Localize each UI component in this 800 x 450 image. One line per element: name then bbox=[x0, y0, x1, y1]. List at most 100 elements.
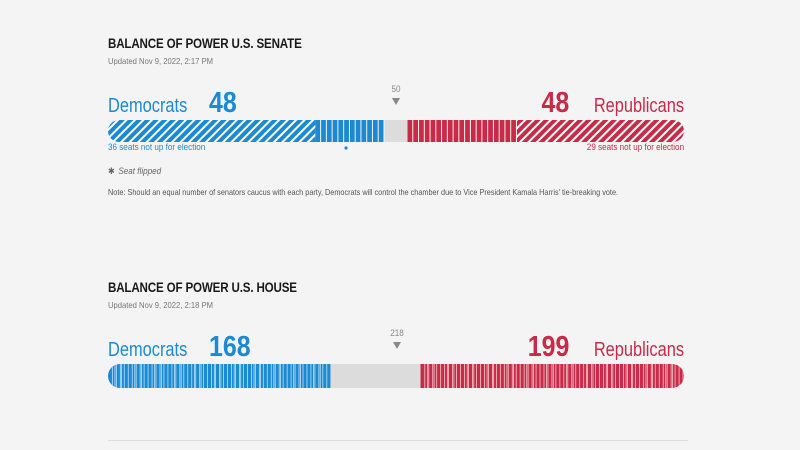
house-rep-divider bbox=[546, 364, 547, 388]
house-dem-divider bbox=[199, 364, 201, 388]
senate-rep-seat bbox=[482, 120, 488, 142]
house-rep-divider bbox=[523, 364, 525, 388]
senate-rep-label: Republicans bbox=[593, 95, 684, 117]
senate-rep-not-up-segment bbox=[516, 120, 684, 142]
house-rep-divider bbox=[476, 364, 477, 388]
house-rep-divider bbox=[433, 364, 435, 388]
house-rep-divider bbox=[513, 364, 514, 388]
house-rep-divider bbox=[535, 364, 537, 388]
house-rep-divider bbox=[595, 364, 596, 388]
house-rep-divider bbox=[586, 364, 587, 388]
house-rep-divider bbox=[526, 364, 528, 388]
house-dem-divider bbox=[326, 364, 328, 388]
house-dem-divider bbox=[239, 364, 240, 388]
house-rep-divider bbox=[638, 364, 640, 388]
senate-title: BALANCE OF POWER U.S. SENATE bbox=[108, 36, 302, 51]
house-rep-divider bbox=[665, 364, 667, 388]
house-dem-divider bbox=[220, 364, 222, 388]
house-rep-divider bbox=[627, 364, 628, 388]
house-dem-divider bbox=[154, 364, 156, 388]
senate-rep-seat bbox=[407, 120, 413, 142]
house-dem-divider bbox=[298, 364, 300, 388]
house-rep-divider bbox=[615, 364, 616, 388]
house-rep-divider bbox=[547, 364, 549, 388]
house-dem-divider bbox=[151, 364, 153, 388]
senate-dem-seat bbox=[344, 120, 349, 142]
senate-rep-seat bbox=[493, 120, 499, 142]
house-dem-divider bbox=[195, 364, 197, 388]
house-dem-count: 168 bbox=[209, 331, 251, 363]
house-dem-divider bbox=[163, 364, 165, 388]
senate-rep-seat bbox=[424, 120, 430, 142]
house-rep-divider bbox=[503, 364, 505, 388]
house-dem-divider bbox=[294, 364, 296, 388]
house-dem-divider bbox=[213, 364, 215, 388]
house-dem-divider bbox=[211, 364, 212, 388]
house-rep-divider bbox=[654, 364, 656, 388]
house-dem-divider bbox=[180, 364, 182, 388]
senate-dem-seat bbox=[361, 120, 367, 142]
seat-flipped-legend: ✱ Seat flipped bbox=[108, 166, 626, 177]
house-dem-divider bbox=[300, 364, 301, 388]
house-rep-divider bbox=[468, 364, 469, 388]
house-undecided-segment bbox=[330, 364, 421, 388]
house-rep-divider bbox=[453, 364, 455, 388]
house-bar-chart bbox=[108, 364, 684, 388]
house-rep-divider bbox=[543, 364, 545, 388]
house-rep-divider bbox=[605, 364, 607, 388]
senate-dem-seat bbox=[367, 120, 372, 142]
house-dem-divider bbox=[147, 364, 149, 388]
house-rep-divider bbox=[559, 364, 561, 388]
house-rep-divider bbox=[507, 364, 509, 388]
senate-dem-seat bbox=[332, 120, 338, 142]
senate-undecided-segment bbox=[384, 120, 408, 142]
house-rep-divider bbox=[612, 364, 614, 388]
senate-dem-seat bbox=[315, 120, 321, 142]
house-rep-divider bbox=[472, 364, 473, 388]
senate-updated: Updated Nov 9, 2022, 2:17 PM bbox=[108, 56, 214, 66]
senate-bar-chart bbox=[108, 120, 684, 150]
senate-rep-seat bbox=[488, 120, 493, 142]
house-rep-divider bbox=[635, 364, 636, 388]
senate-panel: BALANCE OF POWER U.S. SENATE Updated Nov… bbox=[108, 36, 684, 197]
house-dem-divider bbox=[115, 364, 117, 388]
house-dem-divider bbox=[215, 364, 216, 388]
house-dem-divider bbox=[319, 364, 321, 388]
house-dem-divider bbox=[171, 364, 173, 388]
house-rep-divider bbox=[452, 364, 453, 388]
house-rep-divider bbox=[645, 364, 647, 388]
senate-rep-seat bbox=[442, 120, 447, 142]
house-dem-divider bbox=[135, 364, 137, 388]
house-rep-divider bbox=[527, 364, 529, 388]
house-rep-divider bbox=[607, 364, 608, 388]
house-rep-score: 199 Republicans bbox=[521, 331, 684, 364]
house-dem-divider bbox=[266, 364, 268, 388]
house-dem-divider bbox=[141, 364, 142, 388]
house-rep-divider bbox=[587, 364, 589, 388]
house-rep-count: 199 bbox=[527, 331, 570, 363]
house-rep-divider bbox=[456, 364, 457, 388]
house-panel: BALANCE OF POWER U.S. HOUSE Updated Nov … bbox=[108, 280, 684, 388]
house-rep-divider bbox=[539, 364, 541, 388]
house-dem-divider bbox=[240, 364, 242, 388]
divider bbox=[108, 440, 688, 441]
house-rep-divider bbox=[484, 364, 485, 388]
house-rep-divider bbox=[625, 364, 627, 388]
house-dem-divider bbox=[253, 364, 255, 388]
house-rep-divider bbox=[533, 364, 534, 388]
house-rep-divider bbox=[666, 364, 668, 388]
house-updated: Updated Nov 9, 2022, 2:18 PM bbox=[108, 300, 214, 310]
house-rep-divider bbox=[563, 364, 565, 388]
house-rep-divider bbox=[519, 364, 521, 388]
house-dem-divider bbox=[306, 364, 308, 388]
house-dem-divider bbox=[223, 364, 224, 388]
house-dem-divider bbox=[219, 364, 220, 388]
house-majority-label: 218 bbox=[389, 328, 404, 338]
house-dem-divider bbox=[160, 364, 162, 388]
senate-majority-label: 50 bbox=[391, 84, 401, 94]
senate-dem-seat bbox=[372, 120, 378, 142]
house-rep-divider bbox=[650, 364, 652, 388]
house-rep-divider bbox=[670, 364, 672, 388]
house-rep-divider bbox=[493, 364, 495, 388]
house-dem-divider bbox=[174, 364, 175, 388]
